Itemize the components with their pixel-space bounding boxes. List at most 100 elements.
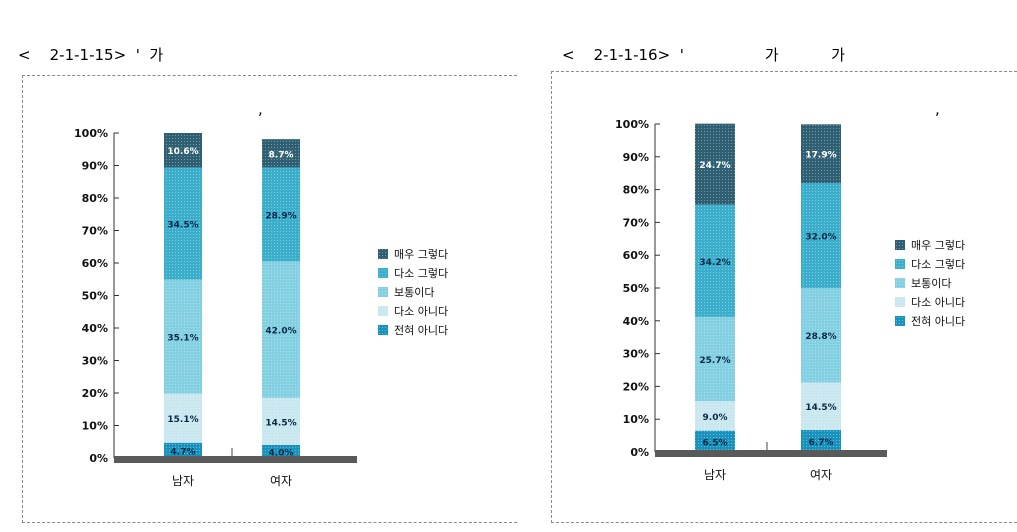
bar-segment [262,445,300,458]
figure-caption-2-line2: , [935,100,940,118]
bar-segment [262,261,300,398]
data-label: 42.0% [265,327,296,337]
bar-segment [695,430,735,452]
x-category-label: 남자 [172,474,194,488]
bar-segment [801,124,841,184]
figure-caption-1: < 2-1-1-15> ' 가 , [18,10,263,136]
data-label: 28.9% [265,211,296,221]
bar-segment [695,401,735,431]
data-label: 14.5% [265,418,296,428]
legend-swatch [378,325,388,335]
y-tick-label: 90% [623,151,649,164]
y-tick-label: 90% [82,160,108,173]
data-label: 35.1% [167,334,198,344]
legend-label: 보통이다 [394,286,434,299]
bar-segment [262,167,300,262]
y-tick-label: 100% [615,118,649,131]
y-tick-label: 70% [623,216,649,229]
legend-swatch [895,278,905,288]
figure-caption-1-line2: , [258,100,263,118]
data-label: 17.9% [805,151,836,161]
stacked-bar-chart-2: 0% 10% 20% 30% 40% 50% 60% 70% 80% 90% 100% 6.5% 9.0… [615,118,965,482]
data-label: 6.7% [809,438,834,448]
legend-label: 다소 아니다 [911,296,965,309]
x-category-label: 여자 [270,474,292,488]
y-tick-label: 70% [82,225,108,238]
y-tick-label: 80% [82,192,108,205]
bar-segment [801,382,841,431]
bar-segment [801,288,841,383]
y-tick-label: 80% [623,184,649,197]
x-axis-baseline [114,456,357,463]
data-label: 10.6% [167,147,198,157]
data-label: 9.0% [703,413,728,423]
legend-label: 다소 아니다 [394,305,448,318]
figure-caption-2: < 2-1-1-16> ' 가 가 , [562,10,940,136]
data-label: 15.1% [167,415,198,425]
y-tick-label: 30% [623,348,649,361]
data-label: 8.7% [269,150,294,160]
x-category-label: 여자 [810,468,832,482]
legend-label: 전혀 아니다 [394,324,448,337]
data-label: 34.5% [167,221,198,231]
bar-segment [164,133,202,168]
legend-swatch [895,259,905,269]
data-label: 4.0% [269,449,294,459]
figure-caption-1-line1: < 2-1-1-15> ' 가 [18,46,164,64]
bar-segment [695,204,735,317]
legend-label: 전혀 아니다 [911,315,965,328]
legend-label: 매우 그렇다 [911,239,965,252]
figure-caption-2-line1: < 2-1-1-16> ' 가 가 [562,46,845,64]
y-tick-label: 60% [82,257,108,270]
y-tick-label: 50% [82,290,108,303]
y-tick-label: 0% [630,446,649,459]
legend-label: 매우 그렇다 [394,248,448,261]
y-tick-label: 0% [89,452,108,465]
data-label: 6.5% [703,438,728,448]
bar-segment [695,316,735,402]
bar-segment [262,397,300,445]
y-tick-label: 40% [82,322,108,335]
x-category-label: 남자 [704,468,726,482]
bar-segment [262,139,300,168]
x-axis-baseline [655,450,887,457]
bar-segment [164,279,202,394]
legend-swatch [378,268,388,278]
y-tick-label: 60% [623,249,649,262]
data-label: 28.8% [805,332,836,342]
legend-swatch [378,249,388,259]
y-tick-label: 30% [82,355,108,368]
legend-swatch [895,297,905,307]
chart-frame-2 [551,71,1017,523]
bar-segment [164,393,202,443]
data-label: 4.7% [171,447,196,457]
bar-segment [801,430,841,452]
chart-panel-2: 0% 10% 20% 30% 40% 50% 60% 70% 80% 90% 100% 6.5% 9.0… [551,71,1017,523]
y-tick-label: 20% [623,380,649,393]
stacked-bar-chart-1: 0% 10% 20% 30% 40% 50% 60% 70% 80% 90% 100% 4.7% 15.… [74,127,448,488]
data-label: 32.0% [805,233,836,243]
y-tick-label: 10% [82,420,108,433]
y-tick-label: 40% [623,315,649,328]
data-label: 34.2% [699,258,730,268]
legend-label: 다소 그렇다 [394,267,448,280]
bar-segment [695,123,735,205]
legend-label: 다소 그렇다 [911,258,965,271]
bar-segment [164,442,202,458]
bar-segment [801,183,841,288]
data-label: 24.7% [699,161,730,171]
y-tick-label: 20% [82,387,108,400]
data-label: 14.5% [805,403,836,413]
legend-swatch [895,316,905,326]
legend-swatch [378,287,388,297]
bar-segment [164,167,202,280]
chart-frame-1 [22,75,517,523]
legend-swatch [895,240,905,250]
data-label: 25.7% [699,356,730,366]
legend-swatch [378,306,388,316]
legend-label: 보통이다 [911,277,951,290]
chart-panel-1: 0% 10% 20% 30% 40% 50% 60% 70% 80% 90% 100% 4.7% 15.… [22,75,517,523]
y-tick-label: 50% [623,282,649,295]
y-tick-label: 100% [74,127,108,140]
y-tick-label: 10% [623,413,649,426]
